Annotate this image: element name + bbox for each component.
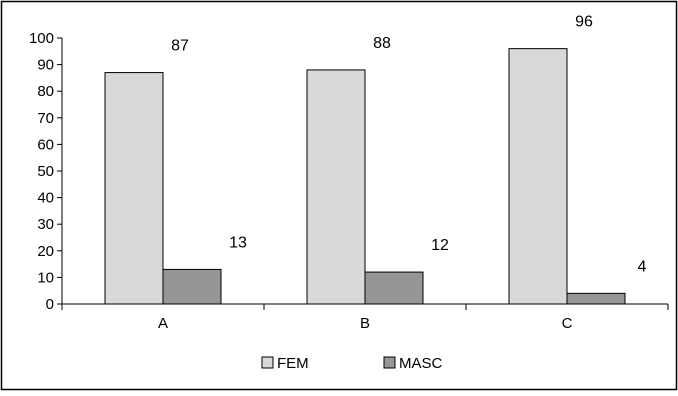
data-label: 96 — [575, 14, 593, 31]
y-tick-label: 40 — [37, 190, 54, 207]
bar-masc-b — [364, 271, 424, 305]
x-tick-label: B — [360, 315, 370, 332]
bar-fem-a — [104, 72, 164, 305]
y-tick-label: 10 — [37, 269, 54, 286]
y-tick-label: 70 — [37, 110, 54, 127]
legend-swatch-fem — [261, 356, 274, 369]
legend-label-fem: FEM — [277, 355, 309, 372]
data-label: 88 — [373, 35, 391, 52]
bar-series-group — [104, 48, 626, 305]
y-axis: 0 10 20 30 40 50 60 70 80 90 100 — [29, 30, 63, 313]
y-tick-label: 30 — [37, 216, 54, 233]
bar-masc-c — [566, 292, 626, 305]
bar-fem-c — [508, 48, 568, 305]
y-tick-label: 50 — [37, 163, 54, 180]
bar-fem-b — [306, 69, 366, 305]
x-tick-label: A — [158, 315, 168, 332]
y-tick-label: 20 — [37, 243, 54, 260]
y-tick-label: 60 — [37, 136, 54, 153]
data-label: 12 — [431, 237, 449, 254]
y-tick-label: 80 — [37, 83, 54, 100]
y-tick-label: 0 — [46, 296, 54, 313]
y-tick-label: 90 — [37, 57, 54, 74]
x-tick-label: C — [562, 315, 573, 332]
data-label: 4 — [638, 258, 647, 275]
data-label: 87 — [171, 38, 189, 55]
data-label: 13 — [229, 234, 247, 251]
legend-label-masc: MASC — [399, 355, 443, 372]
legend-swatch-masc — [383, 356, 396, 369]
data-labels-group: 87 88 96 13 12 4 — [171, 14, 646, 276]
legend: FEM MASC — [261, 355, 443, 372]
y-tick-label: 100 — [29, 30, 54, 47]
bar-masc-a — [162, 268, 222, 305]
